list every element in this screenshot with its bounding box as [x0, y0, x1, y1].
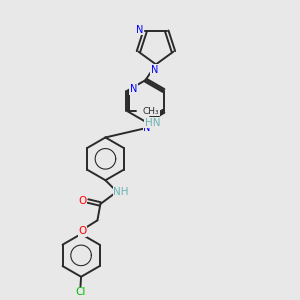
- Text: CH₃: CH₃: [142, 107, 159, 116]
- Text: O: O: [78, 226, 87, 236]
- Text: N: N: [143, 123, 151, 133]
- Text: NH: NH: [113, 187, 129, 196]
- Text: N: N: [136, 25, 143, 34]
- Text: O: O: [78, 196, 87, 206]
- Text: N: N: [130, 84, 137, 94]
- Text: HN: HN: [145, 118, 160, 128]
- Text: N: N: [151, 65, 158, 75]
- Text: Cl: Cl: [75, 287, 86, 297]
